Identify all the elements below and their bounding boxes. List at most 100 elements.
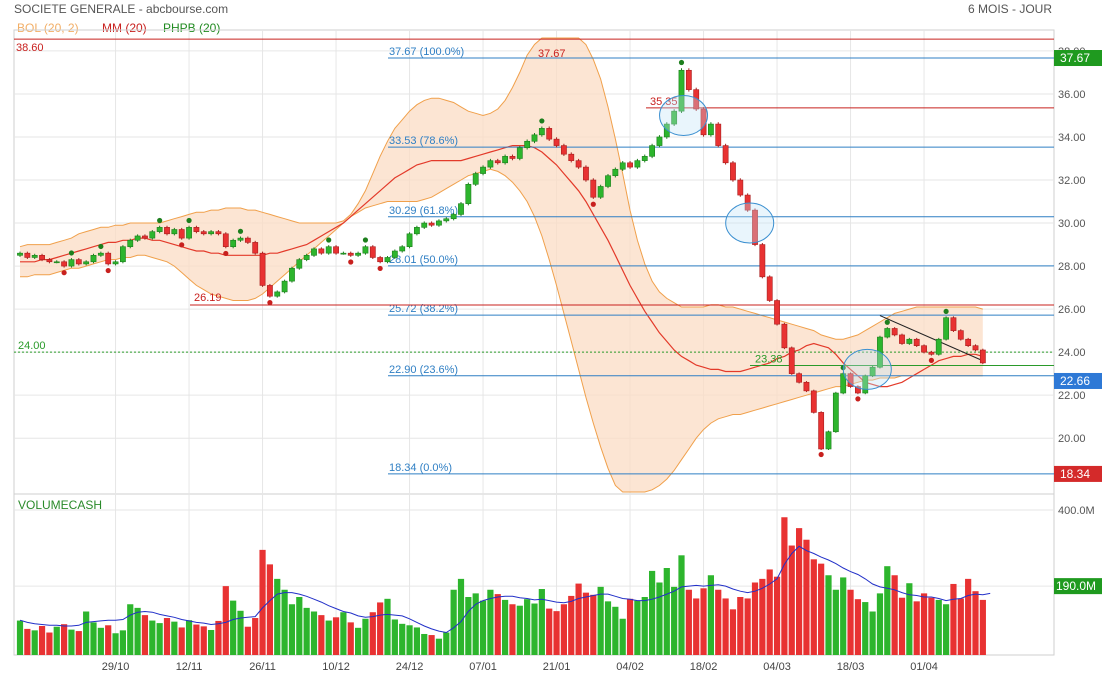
candle bbox=[289, 267, 295, 282]
candle bbox=[46, 259, 53, 263]
candle bbox=[215, 231, 222, 235]
volume-bar bbox=[332, 617, 340, 655]
candle bbox=[847, 373, 854, 387]
candle bbox=[627, 162, 633, 168]
volume-bar bbox=[715, 589, 722, 655]
volume-bar bbox=[825, 575, 832, 655]
candle bbox=[972, 345, 979, 351]
volume-bar bbox=[465, 597, 472, 655]
candle bbox=[120, 246, 126, 263]
volume-bar bbox=[252, 618, 259, 655]
swing-low-marker bbox=[105, 267, 111, 274]
candle bbox=[53, 261, 60, 264]
swing-high-marker bbox=[326, 237, 332, 243]
candle bbox=[634, 160, 641, 168]
volume-bar bbox=[722, 598, 729, 655]
volume-bar bbox=[215, 620, 222, 655]
candle bbox=[737, 179, 744, 196]
candle bbox=[105, 252, 112, 265]
candle bbox=[90, 255, 97, 263]
volume-bar bbox=[950, 583, 957, 655]
x-tick-label: 26/11 bbox=[249, 661, 276, 673]
candle bbox=[252, 242, 259, 254]
candle bbox=[671, 110, 678, 125]
candle bbox=[443, 218, 450, 222]
volume-bar bbox=[700, 588, 707, 655]
volume-bar bbox=[796, 528, 803, 655]
volume-bar bbox=[112, 633, 119, 655]
price-tag-label: 22.66 bbox=[1060, 374, 1090, 388]
swing-high-marker bbox=[237, 228, 244, 234]
volume-bar bbox=[200, 626, 207, 655]
swing-low-marker bbox=[223, 250, 229, 257]
candle bbox=[891, 328, 898, 336]
y-tick-label: 34.00 bbox=[1058, 132, 1086, 144]
volume-bar bbox=[744, 598, 751, 655]
swing-low-marker bbox=[855, 396, 861, 402]
candle bbox=[318, 248, 325, 254]
y-tick-label: 30.00 bbox=[1058, 218, 1086, 230]
candle bbox=[436, 220, 442, 226]
volume-bar bbox=[509, 604, 516, 655]
volume-bar bbox=[693, 598, 700, 655]
candle bbox=[583, 166, 589, 181]
candle bbox=[222, 233, 229, 248]
candle bbox=[957, 330, 964, 340]
volume-bar bbox=[244, 626, 251, 655]
volume-bar bbox=[788, 545, 795, 655]
volume-bar bbox=[884, 566, 891, 655]
candle bbox=[678, 69, 685, 112]
volume-bar bbox=[568, 595, 575, 655]
volume-bar bbox=[83, 611, 90, 655]
candle bbox=[149, 231, 156, 239]
volume-bar bbox=[171, 621, 178, 655]
y-tick-label: 26.00 bbox=[1058, 304, 1086, 316]
volume-bar bbox=[310, 611, 318, 655]
candle bbox=[39, 255, 45, 260]
candle bbox=[899, 334, 905, 344]
volume-bar bbox=[274, 578, 281, 655]
chart-title: SOCIETE GENERALE - abcbourse.com bbox=[14, 2, 229, 16]
volume-bar bbox=[141, 615, 149, 655]
level-label: 26.19 bbox=[194, 292, 222, 304]
peak-label: 37.67 bbox=[538, 48, 566, 60]
volume-bar bbox=[222, 586, 229, 655]
volume-bar bbox=[502, 599, 509, 655]
volume-bar bbox=[75, 631, 82, 655]
volume-bar bbox=[575, 583, 582, 655]
fib-label: 33.53 (78.6%) bbox=[389, 135, 458, 147]
volume-bar bbox=[266, 564, 273, 655]
swing-low-marker bbox=[61, 270, 67, 276]
swing-low-marker bbox=[179, 242, 185, 248]
volume-bar bbox=[818, 563, 825, 655]
candle bbox=[685, 69, 692, 90]
candle bbox=[752, 209, 758, 245]
candle bbox=[237, 237, 244, 241]
swing-high-marker bbox=[943, 308, 949, 315]
candle bbox=[546, 128, 553, 140]
volume-bar bbox=[979, 599, 986, 655]
volume-bar bbox=[891, 575, 898, 655]
volume-bar bbox=[16, 620, 24, 655]
candle bbox=[281, 280, 288, 293]
candle bbox=[399, 246, 406, 252]
volume-bar bbox=[443, 632, 450, 655]
candle bbox=[810, 390, 817, 413]
volume-bar bbox=[479, 600, 487, 655]
candle bbox=[340, 252, 347, 255]
volume-bar bbox=[127, 604, 134, 655]
swing-low-marker bbox=[377, 265, 383, 272]
volume-bar bbox=[935, 599, 942, 655]
x-tick-label: 18/03 bbox=[837, 661, 865, 673]
volume-bar bbox=[847, 589, 854, 655]
level-label: 38.60 bbox=[16, 42, 44, 54]
volume-bar bbox=[854, 599, 861, 655]
volume-bar bbox=[766, 569, 773, 655]
y-tick-label: 22.00 bbox=[1058, 390, 1086, 402]
volume-bar bbox=[325, 620, 332, 655]
swing-high-marker bbox=[884, 319, 890, 325]
candle bbox=[759, 244, 766, 278]
volume-bar bbox=[803, 539, 810, 655]
